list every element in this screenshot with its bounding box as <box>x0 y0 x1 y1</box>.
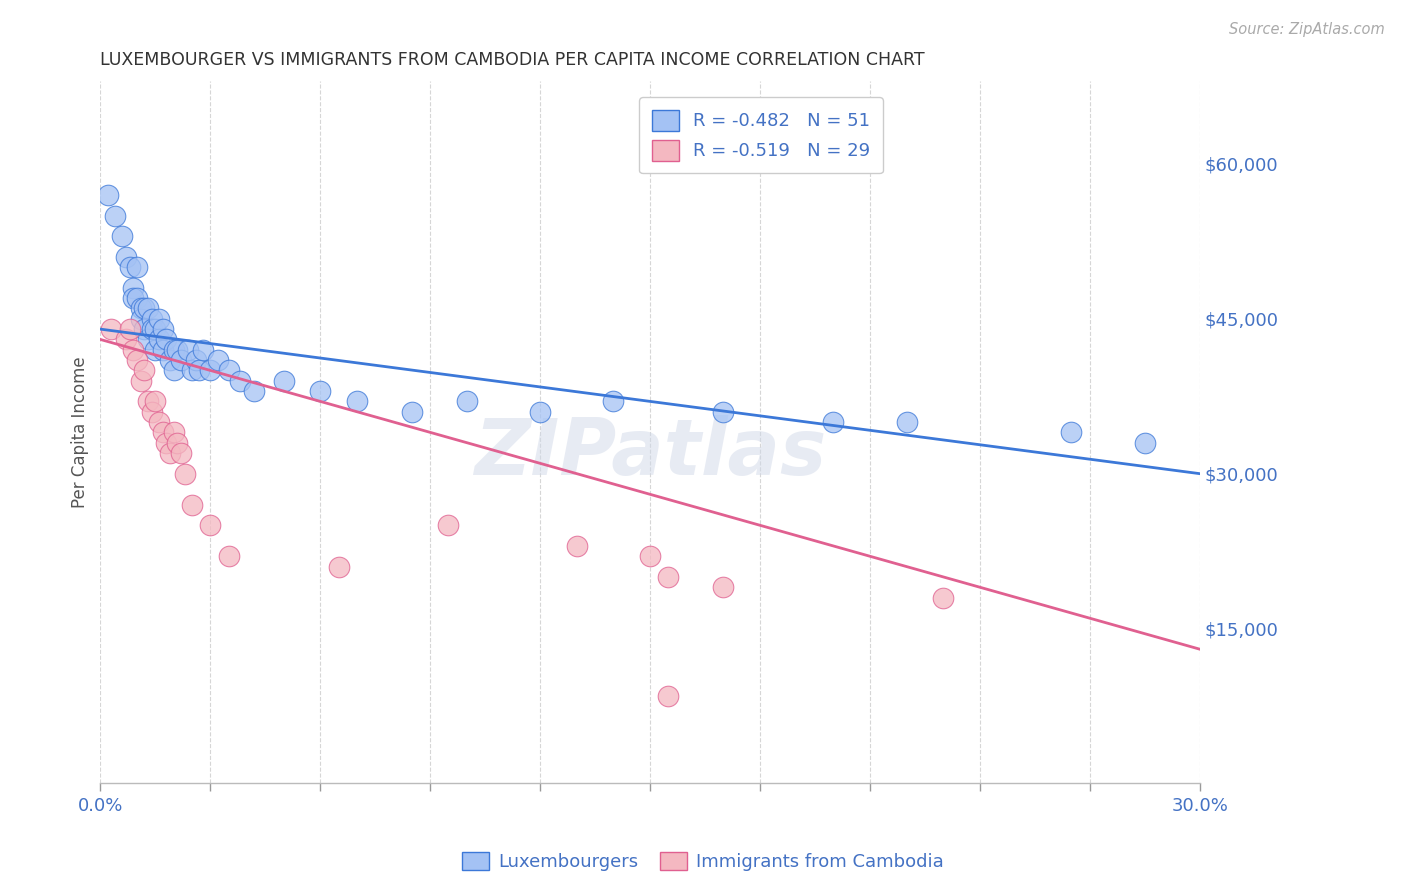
Point <box>141 311 163 326</box>
Point <box>309 384 332 398</box>
Point <box>122 291 145 305</box>
Point <box>122 343 145 357</box>
Point <box>97 188 120 202</box>
Point <box>155 435 177 450</box>
Point <box>200 363 222 377</box>
Point <box>141 322 163 336</box>
Point <box>125 353 148 368</box>
Point <box>162 343 184 357</box>
Point <box>111 229 134 244</box>
Point <box>1060 425 1083 440</box>
Point <box>125 260 148 275</box>
Point <box>162 363 184 377</box>
Point <box>118 260 141 275</box>
Point <box>200 518 222 533</box>
Point <box>141 405 163 419</box>
Point <box>602 394 624 409</box>
Point <box>456 394 478 409</box>
Point <box>177 343 200 357</box>
Text: ZIPatlas: ZIPatlas <box>474 416 827 491</box>
Point <box>207 353 229 368</box>
Point <box>1133 435 1156 450</box>
Point <box>565 539 588 553</box>
Point <box>104 209 127 223</box>
Point <box>529 405 551 419</box>
Point <box>122 281 145 295</box>
Point <box>148 333 170 347</box>
Point <box>136 301 159 316</box>
Point <box>152 322 174 336</box>
Point <box>437 518 460 533</box>
Point <box>228 374 250 388</box>
Point <box>711 580 734 594</box>
Point <box>191 343 214 357</box>
Legend: Luxembourgers, Immigrants from Cambodia: Luxembourgers, Immigrants from Cambodia <box>456 845 950 879</box>
Point <box>170 353 193 368</box>
Point <box>148 415 170 429</box>
Point <box>159 446 181 460</box>
Point <box>143 343 166 357</box>
Text: LUXEMBOURGER VS IMMIGRANTS FROM CAMBODIA PER CAPITA INCOME CORRELATION CHART: LUXEMBOURGER VS IMMIGRANTS FROM CAMBODIA… <box>100 51 925 69</box>
Point <box>166 435 188 450</box>
Point <box>115 333 138 347</box>
Point <box>181 363 204 377</box>
Point <box>115 250 138 264</box>
Point <box>184 353 207 368</box>
Point <box>136 394 159 409</box>
Point <box>134 322 156 336</box>
Point <box>143 394 166 409</box>
Y-axis label: Per Capita Income: Per Capita Income <box>72 357 89 508</box>
Point <box>896 415 918 429</box>
Point <box>125 291 148 305</box>
Point <box>218 363 240 377</box>
Point <box>170 446 193 460</box>
Point <box>143 322 166 336</box>
Point <box>134 363 156 377</box>
Point <box>657 570 679 584</box>
Point <box>159 353 181 368</box>
Point <box>638 549 661 564</box>
Point <box>181 498 204 512</box>
Point <box>129 311 152 326</box>
Point <box>152 343 174 357</box>
Point <box>273 374 295 388</box>
Point <box>166 343 188 357</box>
Point <box>100 322 122 336</box>
Point <box>243 384 266 398</box>
Point <box>148 311 170 326</box>
Point <box>328 559 350 574</box>
Point <box>155 333 177 347</box>
Point <box>152 425 174 440</box>
Point <box>129 374 152 388</box>
Point <box>218 549 240 564</box>
Point <box>932 591 955 605</box>
Point <box>346 394 368 409</box>
Point <box>173 467 195 481</box>
Point <box>136 333 159 347</box>
Point <box>118 322 141 336</box>
Legend: R = -0.482   N = 51, R = -0.519   N = 29: R = -0.482 N = 51, R = -0.519 N = 29 <box>638 97 883 173</box>
Point <box>188 363 211 377</box>
Point <box>657 689 679 703</box>
Point <box>162 425 184 440</box>
Point <box>129 301 152 316</box>
Point <box>823 415 845 429</box>
Point <box>711 405 734 419</box>
Point <box>401 405 423 419</box>
Point <box>134 301 156 316</box>
Text: Source: ZipAtlas.com: Source: ZipAtlas.com <box>1229 22 1385 37</box>
